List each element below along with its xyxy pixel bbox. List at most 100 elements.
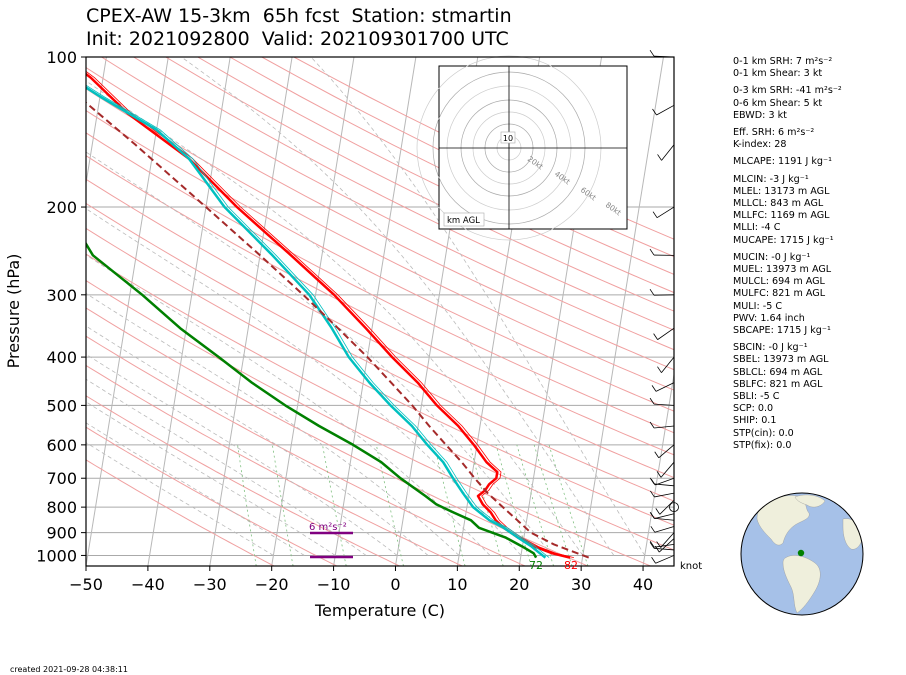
mixing-ratio-4: [375, 444, 404, 566]
wind-barb-900: [660, 532, 675, 548]
dry-adiabat-350: [86, 178, 674, 479]
param-mllcl: MLLCL: 843 m AGL: [733, 198, 824, 210]
wind-barb-flag-975: [649, 542, 655, 549]
wind-barb-flag-250: [649, 248, 655, 256]
dry-adiabat-260: [86, 426, 337, 566]
wind-barb-flag-450: [651, 385, 657, 392]
wind-barb-650: [660, 461, 675, 478]
isotherm--10: [333, 57, 417, 566]
dry-adiabat-450: [229, 57, 674, 275]
dry-adiabat-340: [86, 202, 674, 502]
wind-barb-flag-825: [650, 512, 655, 519]
dry-adiabat-440: [197, 57, 674, 294]
moist-adiabat-35: [181, 57, 615, 556]
wind-barb-875: [654, 526, 675, 533]
created-timestamp: created 2021-09-28 04:38:11: [10, 665, 128, 674]
wind-barb-500: [654, 403, 675, 406]
y-tick-label-500: 500: [46, 396, 77, 415]
param-shear06: 0-6 km Shear: 5 kt: [733, 97, 823, 109]
param-sbcin: SBCIN: -0 J kg⁻¹: [733, 342, 808, 354]
param-mucin: MUCIN: -0 J kg⁻¹: [733, 251, 811, 263]
wind-barb-550: [654, 425, 675, 429]
param-mlcin: MLCIN: -3 J kg⁻¹: [733, 173, 809, 185]
param-kindex: K-index: 28: [733, 139, 787, 151]
dry-adiabat-410: [101, 57, 674, 351]
param-muel: MUEL: 13973 m AGL: [733, 264, 832, 276]
wind-barb-flag-650: [656, 471, 662, 478]
param-sblcl: SBLCL: 694 m AGL: [733, 366, 823, 378]
mixing-ratio-2: [322, 444, 347, 566]
param-mucape: MUCAPE: 1715 J kg⁻¹: [733, 234, 834, 246]
surface-dewpoint-label: 72: [529, 559, 543, 572]
isotherm--30: [209, 57, 293, 566]
surface-temperature-label: 82: [564, 559, 578, 572]
x-tick-label--40: −40: [131, 575, 165, 594]
moist-adiabat-25: [86, 151, 553, 556]
wind-barb-750: [654, 492, 675, 498]
calm-wind-marker: [669, 502, 679, 513]
dry-adiabat-430: [165, 57, 674, 312]
x-tick-label-30: 30: [571, 575, 591, 594]
wind-barb-flag-300: [649, 288, 655, 296]
mixing-ratio-12: [469, 444, 504, 566]
wind-barb-flag-775: [655, 508, 661, 515]
wind-barb-flag-900: [656, 541, 662, 548]
virtual-line-0: [86, 70, 574, 558]
dry-adiabat-250: [86, 459, 275, 566]
isotherm-30: [580, 57, 664, 566]
wind-barb-125: [656, 104, 675, 116]
wind-barb-1000: [655, 555, 675, 564]
wind-barb-flag-200: [652, 211, 658, 218]
dry-adiabat-380: [86, 109, 674, 412]
wind-barb-flag-150: [657, 154, 662, 161]
param-scp: SCP: 0.0: [733, 403, 774, 415]
x-axis-label: Temperature (C): [314, 601, 445, 620]
wind-barb-100: [654, 55, 675, 58]
hodo-ring-label-10: 10: [503, 134, 513, 143]
wind-barb-flag-875: [650, 526, 656, 533]
x-tick-label--30: −30: [193, 575, 227, 594]
y-axis-label: Pressure (hPa): [4, 254, 23, 369]
moist-adiabat-30: [86, 80, 584, 556]
dry-adiabat-310: [86, 280, 651, 566]
y-tick-label-400: 400: [46, 348, 77, 367]
moist-adiabat-40: [310, 57, 646, 556]
sounding-line-3: [86, 101, 590, 559]
mixing-ratio-8: [433, 444, 466, 566]
wind-barb-flag-400: [657, 366, 662, 373]
param-sbel: SBEL: 13973 m AGL: [733, 354, 829, 366]
moist-adiabat-5: [86, 325, 429, 556]
param-mllfc: MLLFC: 1169 m AGL: [733, 210, 830, 222]
moist-adiabat--10: [86, 401, 336, 556]
wind-barb-850: [654, 517, 675, 521]
x-tick-label--20: −20: [255, 575, 289, 594]
isotherm-40: [642, 371, 674, 566]
isotherm--20: [271, 57, 355, 566]
mixing-ratio-20: [516, 444, 554, 566]
param-sbcape: SBCAPE: 1715 J kg⁻¹: [733, 325, 831, 337]
dry-adiabat-270: [86, 395, 400, 566]
wind-barb-775: [659, 499, 675, 515]
wind-barb-flag-950: [649, 540, 655, 548]
mixing-ratio-28: [548, 444, 589, 566]
x-tick-label-20: 20: [509, 575, 529, 594]
param-mlel: MLEL: 13173 m AGL: [733, 185, 830, 197]
dry-adiabat-390: [86, 88, 674, 391]
dry-adiabat-420: [133, 57, 674, 331]
wind-barb-flag-125: [652, 108, 657, 116]
sounding-line-1: [86, 86, 547, 559]
wind-barb-400: [661, 356, 675, 373]
y-tick-label-200: 200: [46, 198, 77, 217]
y-tick-label-1000: 1000: [36, 546, 77, 565]
wind-barb-950: [654, 543, 675, 548]
param-mlli: MLLI: -4 C: [733, 222, 781, 234]
sounding-line-2: [86, 241, 538, 559]
location-globe-map: [740, 492, 864, 616]
continents: [756, 494, 863, 614]
wind-barb-flag-1000: [651, 557, 656, 564]
param-mlcape: MLCAPE: 1191 J kg⁻¹: [733, 156, 832, 168]
dry-adiabat-280: [86, 364, 463, 566]
isotherm--60: [86, 57, 107, 187]
x-tick-label-10: 10: [447, 575, 467, 594]
moist-adiabat-0: [86, 353, 398, 556]
